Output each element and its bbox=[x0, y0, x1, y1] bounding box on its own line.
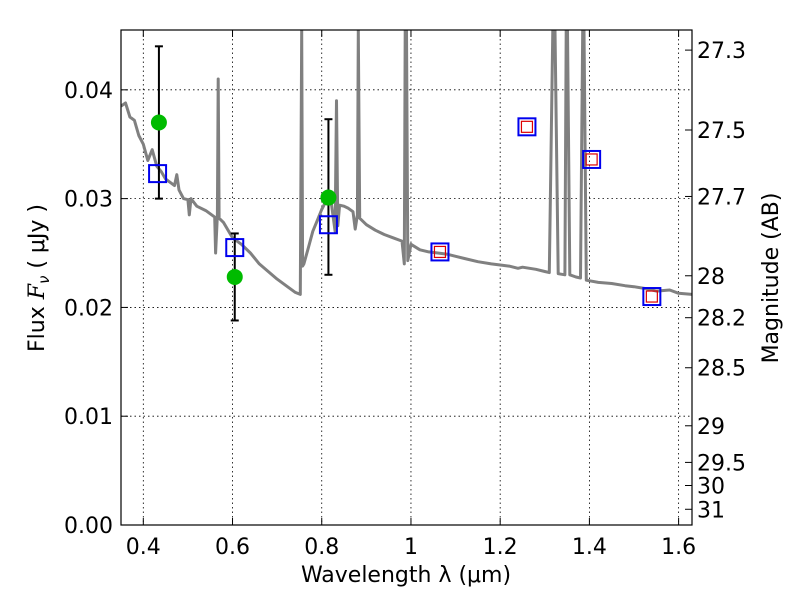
model-photometry-square bbox=[430, 242, 450, 262]
x-tick-label: 0.4 bbox=[126, 535, 161, 560]
model-photometry-square bbox=[225, 238, 245, 258]
model-photometry-square bbox=[642, 287, 662, 307]
y-axis-label-subscript: ν bbox=[35, 276, 53, 284]
magnitude-tick-label: 29 bbox=[697, 415, 725, 440]
y-axis-ticks: 0.00 0.01 0.02 0.03 0.04 bbox=[64, 79, 128, 539]
x-axis-ticks: 0.4 0.6 0.8 1 1.2 1.4 1.6 bbox=[126, 30, 696, 560]
data-layer bbox=[121, 30, 692, 296]
spectrum-line bbox=[121, 30, 692, 296]
plot-frame bbox=[120, 29, 693, 526]
y-tick-label: 0.00 bbox=[64, 514, 113, 539]
upper-limit-square bbox=[645, 290, 658, 303]
model-photometry-square bbox=[582, 149, 602, 169]
observed-flux-point bbox=[320, 189, 337, 206]
x-tick-label: 1.2 bbox=[483, 535, 518, 560]
x-axis-label: Wavelength λ (μm) bbox=[301, 563, 511, 588]
y-tick-label: 0.04 bbox=[64, 79, 113, 104]
observed-flux-point bbox=[226, 268, 243, 285]
upper-limit-square bbox=[585, 153, 598, 166]
y-axis-label-suffix: ( μJy ) bbox=[25, 204, 50, 276]
magnitude-tick-label: 28.5 bbox=[697, 357, 746, 382]
y-axis-label-prefix: Flux bbox=[25, 299, 50, 352]
upper-limit-square bbox=[520, 120, 534, 133]
x-tick-label: 1 bbox=[404, 535, 418, 560]
upper-limit-square bbox=[433, 245, 447, 259]
x-tick-label: 0.6 bbox=[215, 535, 250, 560]
model-photometry-square bbox=[318, 215, 338, 235]
marker-layer bbox=[148, 45, 662, 322]
model-photometry-square bbox=[517, 117, 537, 137]
magnitude-tick-label: 28 bbox=[697, 265, 725, 290]
magnitude-tick-label: 27.5 bbox=[697, 119, 746, 144]
magnitude-tick-label: 31 bbox=[697, 498, 725, 523]
x-tick-label: 1.6 bbox=[661, 535, 696, 560]
y-axis-label-symbol: F bbox=[25, 283, 50, 300]
y-axis-label: Flux Fν ( μJy ) bbox=[25, 204, 53, 352]
magnitude-tick-label: 27.3 bbox=[697, 39, 746, 64]
y-tick-label: 0.01 bbox=[64, 405, 113, 430]
model-photometry-square bbox=[148, 164, 168, 184]
x-tick-label: 0.8 bbox=[304, 535, 339, 560]
magnitude-axis-label: Magnitude (AB) bbox=[759, 193, 784, 364]
magnitude-tick-label: 28.2 bbox=[697, 307, 746, 332]
magnitude-tick-label: 30 bbox=[697, 475, 725, 500]
y-tick-label: 0.03 bbox=[64, 188, 113, 213]
y-tick-label: 0.02 bbox=[64, 296, 113, 321]
observed-flux-point bbox=[150, 114, 167, 131]
magnitude-tick-label: 29.5 bbox=[697, 451, 746, 476]
magnitude-tick-label: 27.7 bbox=[697, 185, 746, 210]
x-tick-label: 1.4 bbox=[572, 535, 607, 560]
